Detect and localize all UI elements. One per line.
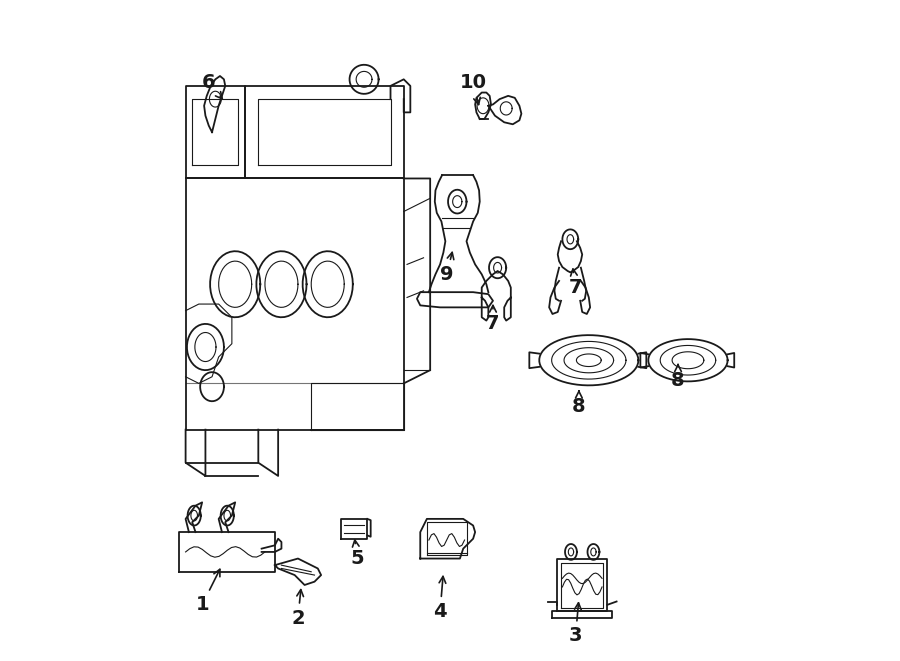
Text: 1: 1 (195, 569, 220, 614)
Text: 5: 5 (351, 540, 364, 568)
Text: 8: 8 (671, 364, 685, 389)
Text: 10: 10 (460, 73, 487, 104)
Text: 6: 6 (202, 73, 222, 99)
Text: 2: 2 (292, 590, 305, 627)
Text: 7: 7 (569, 269, 582, 297)
Text: 7: 7 (486, 305, 500, 333)
Text: 3: 3 (569, 603, 582, 645)
Text: 8: 8 (572, 391, 586, 416)
Text: 4: 4 (433, 576, 447, 621)
Text: 9: 9 (440, 253, 454, 284)
